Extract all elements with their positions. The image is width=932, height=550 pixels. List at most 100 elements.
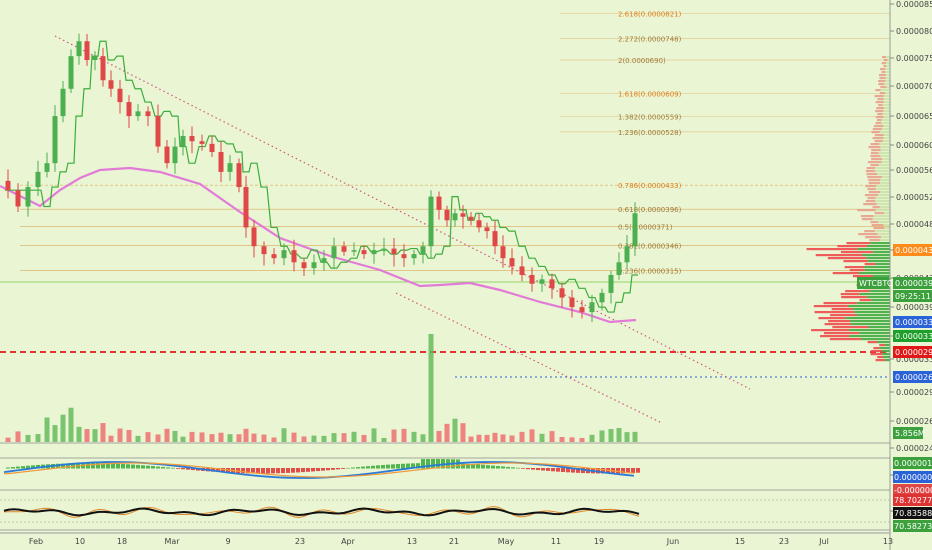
vprofile-down [874,212,884,215]
macd-hist-bar [261,468,265,474]
macd-hist-bar [151,466,155,469]
vprofile-up [872,251,890,254]
volume-bar [341,433,347,442]
price-tag-label: 0.0000332 [895,332,932,341]
x-tick-label: 9 [225,537,230,546]
macd-hist-bar [251,468,255,474]
macd-hist-bar [401,463,405,469]
macd-hist-bar [131,464,135,469]
vprofile-up [877,233,890,236]
vprofile-down [861,218,873,221]
vprofile-up [883,356,890,359]
vprofile-up [879,347,890,350]
macd-hist-bar [166,467,170,469]
vprofile-up [880,155,890,158]
fib-label: 0.618(0.0000396) [618,206,682,214]
vprofile-up [883,212,890,215]
vprofile-down [872,206,880,209]
macd-hist-bar [396,464,400,469]
volume-bar [361,434,367,442]
candle-body [539,279,545,284]
vprofile-up [875,209,890,212]
vprofile-up [859,332,890,335]
vprofile-up [876,203,890,206]
candle-body [271,254,277,259]
fib-label: 1.618(0.0000609) [618,91,682,99]
vprofile-up [880,179,890,182]
vprofile-up [879,182,890,185]
vprofile-up [883,137,890,140]
macd-hist-bar [526,468,530,470]
vprofile-down [877,113,883,116]
vprofile-down [880,86,887,89]
macd-hist-bar [356,467,360,469]
macd-hist-bar [306,468,310,472]
volume-bar [117,428,123,442]
volume-bar [381,437,387,442]
vprofile-up [887,59,890,62]
macd-hist-bar [366,466,370,469]
volume-bar [236,434,242,442]
candle-body [559,288,565,298]
volume-bar [180,436,186,442]
volume-bar [632,431,638,442]
vprofile-down [873,125,884,128]
fib-levels: 2.618(0.0000821) 2.272(0.0000748) 2(0.0000… [0,10,890,378]
macd-hist-bar [291,468,295,473]
volume-bar [428,334,434,442]
vprofile-up [881,119,890,122]
macd-tag-box [893,471,932,483]
volume-bar [68,407,74,442]
candle-body [180,136,186,147]
fib-label: 0.5(0.0000371) [618,224,673,232]
volume-bar [616,428,622,442]
volume-bar [301,436,307,442]
vprofile-down [868,179,881,182]
vprofile-down [869,239,880,242]
candle-body [60,88,66,117]
vprofile-up [885,74,890,77]
volume-bars [5,334,638,442]
vprofile-down [870,221,879,224]
macd-hist-bar [221,468,225,473]
vprofile-down [883,59,888,62]
macd-hist-bar [561,468,565,472]
vprofile-down [878,74,886,77]
vprofile-up [866,296,890,299]
vprofile-down [865,200,876,203]
macd-hist-bar [556,468,560,472]
vprofile-down [867,188,876,191]
macd-hist-bar [86,463,90,469]
macd-hist-bar [341,468,345,469]
vprofile-up [875,197,890,200]
vprofile-down [814,311,855,314]
x-tick-label: 13 [883,537,893,546]
volume-bar [549,431,555,442]
vprofile-up [879,131,890,134]
vprofile-down [864,194,878,197]
vprofile-up [879,143,890,146]
macd-hist-bar [281,468,285,474]
vprofile-up [879,206,890,209]
candle-body [476,220,482,228]
vprofile-down [811,329,850,332]
fib-label: 2.272(0.0000748) [618,35,682,43]
rsi-tag-box [893,494,932,506]
vprofile-up [877,194,890,197]
vprofile-up [857,248,890,251]
vprofile-up [875,188,890,191]
vprofile-down [815,254,863,257]
vprofile-down [813,305,848,308]
macd-hist-bar [601,468,605,474]
vprofile-up [862,254,890,257]
volume-bar [559,436,565,442]
vprofile-down [876,119,882,122]
volume-bar [5,437,11,442]
vprofile-up [875,263,890,266]
macd-hist-bar [511,467,515,469]
vprofile-down [845,290,870,293]
volume-bar [145,432,151,442]
vprofile-up [885,62,890,65]
vprofile-up [885,56,890,59]
